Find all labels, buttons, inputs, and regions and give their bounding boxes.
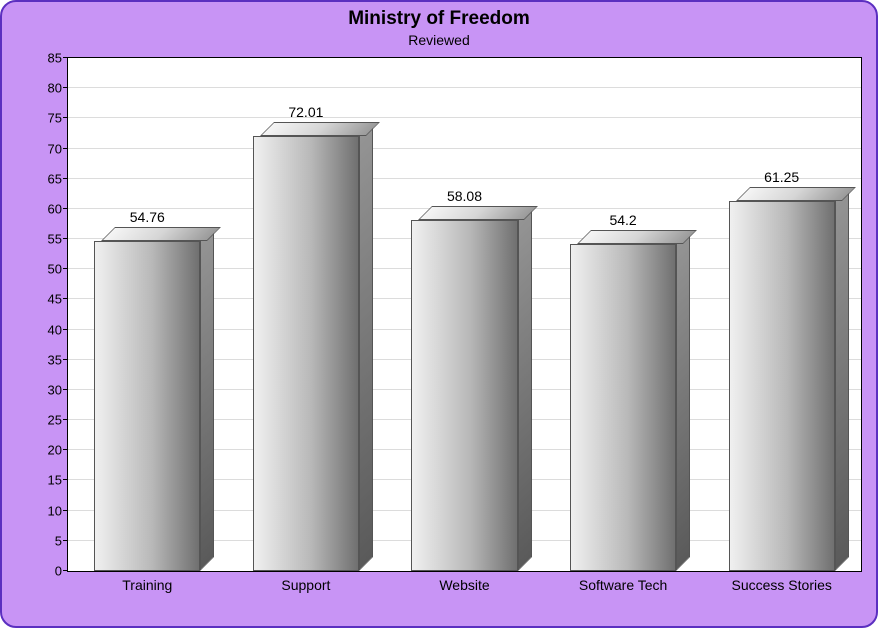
ytick-label: 10: [48, 503, 62, 518]
bar-front: [729, 201, 835, 571]
x-axis-label: Support: [281, 577, 330, 593]
bar-value-label: 58.08: [379, 188, 549, 204]
bar-top: [101, 227, 221, 241]
ytick-mark: [63, 268, 68, 269]
ytick-label: 15: [48, 473, 62, 488]
ytick-mark: [63, 479, 68, 480]
ytick-mark: [63, 570, 68, 571]
ytick-mark: [63, 419, 68, 420]
ytick-label: 35: [48, 352, 62, 367]
bar-side: [518, 206, 532, 571]
bar-side: [359, 122, 373, 571]
bar-side: [835, 187, 849, 571]
ytick-label: 40: [48, 322, 62, 337]
chart-subtitle: Reviewed: [2, 32, 876, 48]
bar-value-label: 72.01: [221, 104, 391, 120]
bar-side: [676, 230, 690, 571]
bar-value-label: 54.2: [538, 212, 708, 228]
x-axis-label: Training: [122, 577, 172, 593]
ytick-label: 55: [48, 232, 62, 247]
ytick-label: 0: [55, 564, 62, 579]
bar-top: [577, 230, 697, 244]
ytick-mark: [63, 148, 68, 149]
ytick-label: 85: [48, 51, 62, 66]
bar-top: [418, 206, 538, 220]
ytick-label: 50: [48, 262, 62, 277]
ytick-label: 30: [48, 382, 62, 397]
ytick-mark: [63, 298, 68, 299]
bar-side: [200, 227, 214, 571]
bar-front: [94, 241, 200, 571]
x-axis-label: Software Tech: [579, 577, 667, 593]
bar: 54.2: [570, 244, 676, 571]
ytick-mark: [63, 359, 68, 360]
ytick-label: 65: [48, 171, 62, 186]
ytick-mark: [63, 449, 68, 450]
chart-panel: Ministry of Freedom Reviewed Total Ratin…: [0, 0, 878, 628]
ytick-mark: [63, 329, 68, 330]
ytick-mark: [63, 178, 68, 179]
bar-front: [253, 136, 359, 571]
ytick-label: 80: [48, 81, 62, 96]
ytick-label: 75: [48, 111, 62, 126]
ytick-mark: [63, 238, 68, 239]
bar-top: [260, 122, 380, 136]
bar: 72.01: [253, 136, 359, 571]
gridline: [68, 87, 861, 88]
x-axis-label: Website: [439, 577, 489, 593]
ytick-mark: [63, 510, 68, 511]
bar: 54.76: [94, 241, 200, 571]
bar: 58.08: [411, 220, 517, 571]
ytick-label: 60: [48, 201, 62, 216]
ytick-label: 45: [48, 292, 62, 307]
ytick-mark: [63, 117, 68, 118]
x-axis-label: Success Stories: [732, 577, 832, 593]
bar-front: [411, 220, 517, 571]
gridline: [68, 117, 861, 118]
gridline: [68, 148, 861, 149]
ytick-mark: [63, 57, 68, 58]
plot-area: 051015202530354045505560657075808554.76T…: [67, 57, 862, 572]
ytick-label: 5: [55, 533, 62, 548]
bar: 61.25: [729, 201, 835, 571]
bar-top: [736, 187, 856, 201]
ytick-label: 20: [48, 443, 62, 458]
ytick-mark: [63, 87, 68, 88]
ytick-label: 70: [48, 141, 62, 156]
ytick-label: 25: [48, 413, 62, 428]
ytick-mark: [63, 389, 68, 390]
ytick-mark: [63, 540, 68, 541]
bar-front: [570, 244, 676, 571]
chart-title: Ministry of Freedom: [2, 8, 876, 30]
bar-value-label: 54.76: [62, 209, 232, 225]
bar-value-label: 61.25: [697, 169, 867, 185]
